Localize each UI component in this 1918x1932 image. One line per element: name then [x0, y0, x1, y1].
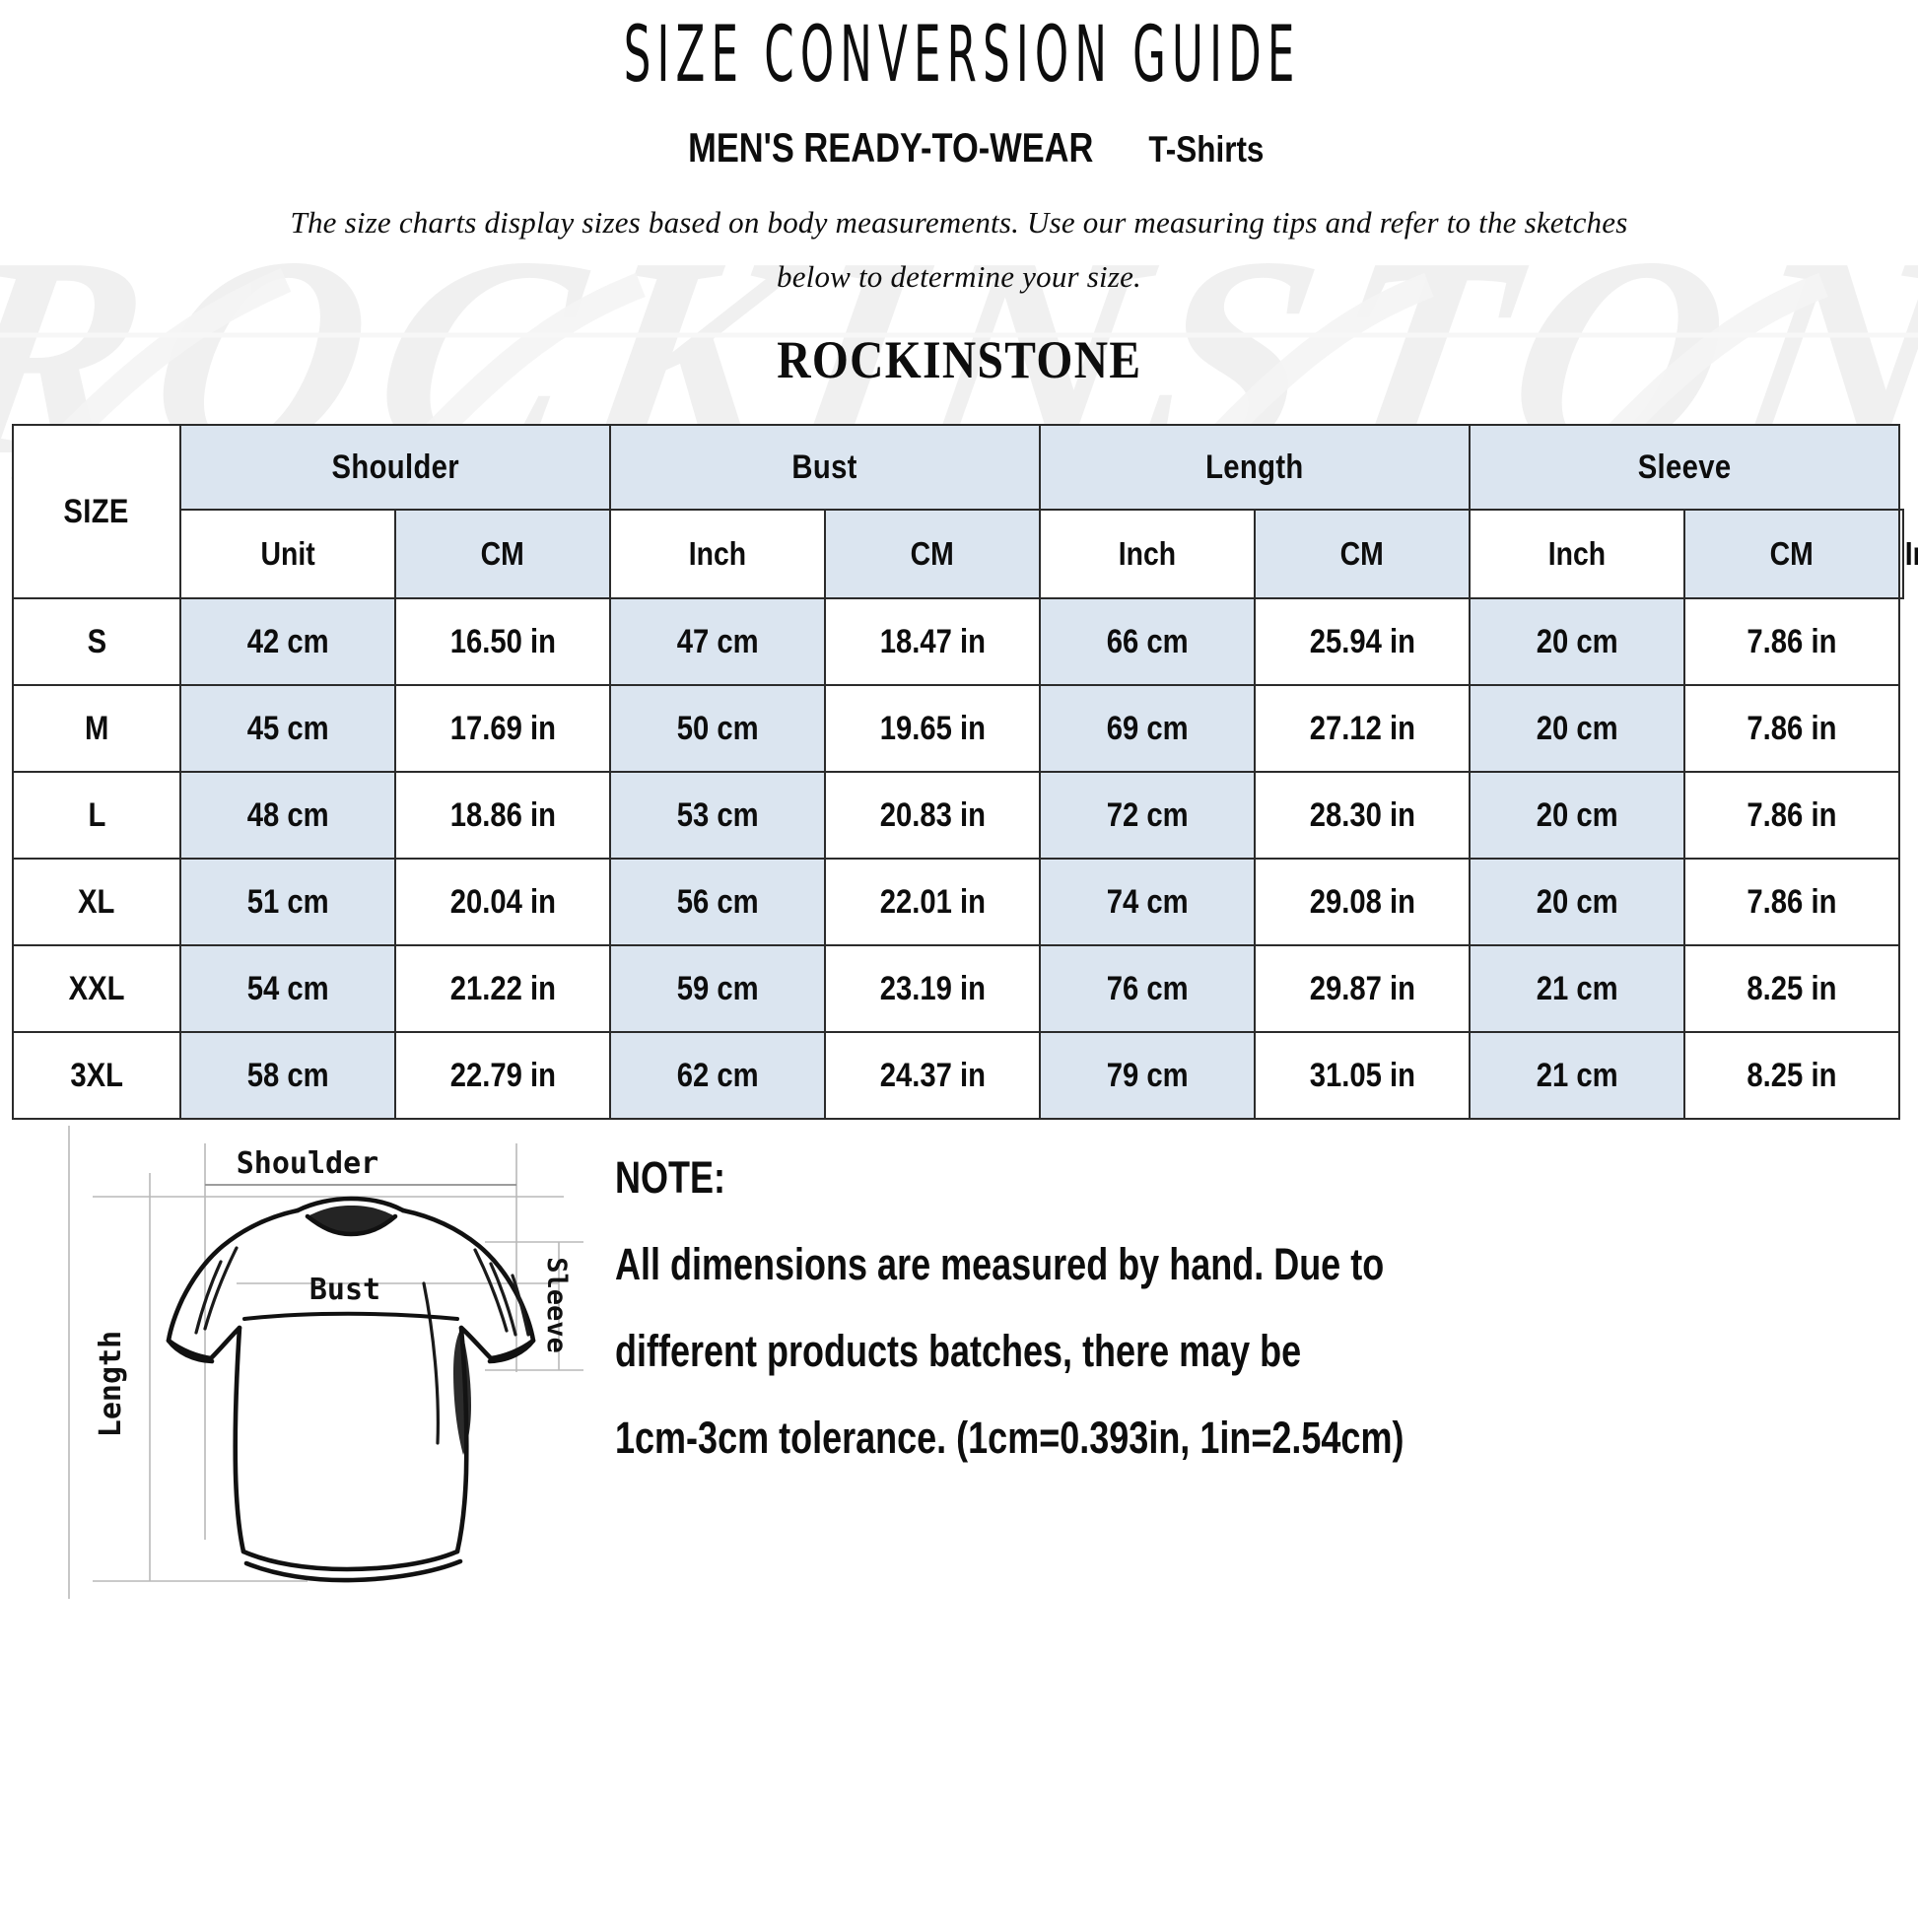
- sketch-label-length-text: Length: [94, 1331, 128, 1437]
- table-row: XXL 54 cm 21.22 in 59 cm 23.19 in 76 cm 29.87 …: [12, 944, 1903, 1034]
- note-line-2: different products batches, there may be: [615, 1326, 1302, 1377]
- tshirt-measurement-diagram: Shoulder: [12, 1126, 603, 1600]
- cell-measurement: 56 cm: [609, 858, 827, 947]
- cell-measurement: 76 cm: [1039, 944, 1257, 1034]
- cell-measurement: 21 cm: [1469, 1031, 1686, 1121]
- size-guide-page: SIZE CONVERSION GUIDE MEN'S READY-TO-WEA…: [0, 11, 1918, 1600]
- cell-measurement: 7.86 in: [1683, 597, 1901, 687]
- cell-measurement: 53 cm: [609, 771, 827, 861]
- cell-measurement: 17.69 in: [393, 684, 612, 774]
- table-row: XL 51 cm 20.04 in 56 cm 22.01 in 74 cm 29.08 i…: [12, 858, 1903, 947]
- unit-cell-length-inch: Inch: [1469, 509, 1686, 600]
- cell-measurement: 69 cm: [1039, 684, 1257, 774]
- description-line-1: The size charts display sizes based on b…: [290, 205, 1628, 241]
- cell-measurement: 20.04 in: [393, 858, 612, 947]
- unit-cell-shoulder-cm: CM: [393, 509, 612, 600]
- subtitle-product: T-Shirts: [1148, 129, 1265, 171]
- column-group-sleeve: Sleeve: [1469, 424, 1901, 512]
- cell-size: M: [12, 684, 181, 774]
- cell-measurement: 20 cm: [1469, 684, 1686, 774]
- cell-measurement: 47 cm: [609, 597, 827, 687]
- cell-measurement: 27.12 in: [1254, 684, 1472, 774]
- cell-measurement: 21.22 in: [393, 944, 612, 1034]
- cell-measurement: 22.01 in: [824, 858, 1042, 947]
- cell-measurement: 22.79 in: [393, 1031, 612, 1121]
- cell-measurement: 29.87 in: [1254, 944, 1472, 1034]
- column-group-shoulder: Shoulder: [178, 424, 612, 512]
- cell-measurement: 62 cm: [609, 1031, 827, 1121]
- size-chart-table: SIZE Shoulder Bust Length Sleeve Unit CM…: [12, 424, 1918, 1121]
- cell-measurement: 45 cm: [179, 684, 396, 774]
- cell-measurement: 48 cm: [179, 771, 396, 861]
- table-body: S 42 cm 16.50 in 47 cm 18.47 in 66 cm 25.94 in…: [12, 597, 1903, 1121]
- cell-measurement: 7.86 in: [1683, 858, 1901, 947]
- cell-measurement: 8.25 in: [1683, 1031, 1901, 1121]
- cell-measurement: 24.37 in: [824, 1031, 1042, 1121]
- cell-measurement: 18.47 in: [824, 597, 1042, 687]
- note-line-3: 1cm-3cm tolerance. (1cm=0.393in, 1in=2.5…: [615, 1413, 1404, 1464]
- cell-measurement: 29.08 in: [1254, 858, 1472, 947]
- table-unit-row: Unit CM Inch CM Inch CM Inch CM Inch: [13, 509, 1918, 600]
- note-title: NOTE:: [615, 1152, 725, 1204]
- cell-measurement: 18.86 in: [393, 771, 612, 861]
- cell-measurement: 79 cm: [1039, 1031, 1257, 1121]
- brand-name: ROCKINSTONE: [0, 329, 1918, 390]
- column-group-length: Length: [1039, 424, 1472, 512]
- cell-measurement: 31.05 in: [1254, 1031, 1472, 1121]
- cell-measurement: 8.25 in: [1683, 944, 1901, 1034]
- sketch-label-bust-text: Bust: [309, 1273, 380, 1307]
- unit-cell-length-cm: CM: [1254, 509, 1472, 600]
- cell-measurement: 20 cm: [1469, 597, 1686, 687]
- note-line-1: All dimensions are measured by hand. Due…: [615, 1239, 1385, 1290]
- table-header-row: SIZE Shoulder Bust Length Sleeve: [12, 424, 1903, 600]
- cell-measurement: 16.50 in: [393, 597, 612, 687]
- cell-measurement: 51 cm: [179, 858, 396, 947]
- cell-measurement: 50 cm: [609, 684, 827, 774]
- brand-name-text: ROCKINSTONE: [776, 330, 1142, 390]
- page-title: SIZE CONVERSION GUIDE: [623, 11, 1301, 100]
- cell-measurement: 59 cm: [609, 944, 827, 1034]
- cell-size: 3XL: [12, 1031, 181, 1121]
- cell-size: L: [12, 771, 181, 861]
- cell-measurement: 7.86 in: [1683, 771, 1901, 861]
- unit-cell-bust-inch: Inch: [1039, 509, 1257, 600]
- cell-measurement: 23.19 in: [824, 944, 1042, 1034]
- cell-measurement: 21 cm: [1469, 944, 1686, 1034]
- note-block: NOTE: All dimensions are measured by han…: [603, 1126, 1918, 1502]
- cell-measurement: 20.83 in: [824, 771, 1042, 861]
- unit-cell-sleeve-cm: CM: [1683, 509, 1901, 600]
- description-line-2: below to determine your size.: [777, 259, 1141, 295]
- cell-measurement: 42 cm: [179, 597, 396, 687]
- unit-cell-sleeve-inch: Inch: [1898, 509, 1918, 600]
- cell-size: XXL: [12, 944, 181, 1034]
- unit-cell-shoulder-inch: Inch: [609, 509, 827, 600]
- cell-measurement: 72 cm: [1039, 771, 1257, 861]
- column-header-size: SIZE: [12, 424, 181, 600]
- unit-cell-bust-cm: CM: [824, 509, 1042, 600]
- cell-measurement: 74 cm: [1039, 858, 1257, 947]
- sketch-label-shoulder-text: Shoulder: [237, 1146, 379, 1181]
- cell-measurement: 66 cm: [1039, 597, 1257, 687]
- column-group-bust: Bust: [609, 424, 1042, 512]
- bottom-section: Shoulder: [0, 1126, 1918, 1600]
- sketch-label-sleeve-text: Sleeve: [541, 1257, 572, 1353]
- subtitle: MEN'S READY-TO-WEAR T-Shirts: [0, 124, 1918, 172]
- cell-size: XL: [12, 858, 181, 947]
- subtitle-category: MEN'S READY-TO-WEAR: [688, 124, 1094, 172]
- cell-measurement: 7.86 in: [1683, 684, 1901, 774]
- cell-measurement: 58 cm: [179, 1031, 396, 1121]
- cell-measurement: 25.94 in: [1254, 597, 1472, 687]
- cell-measurement: 20 cm: [1469, 858, 1686, 947]
- cell-measurement: 28.30 in: [1254, 771, 1472, 861]
- table-row: 3XL 58 cm 22.79 in 62 cm 24.37 in 79 cm 31.05 …: [12, 1031, 1903, 1121]
- cell-size: S: [12, 597, 181, 687]
- table-row: L 48 cm 18.86 in 53 cm 20.83 in 72 cm 28.30 in…: [12, 771, 1903, 861]
- cell-measurement: 19.65 in: [824, 684, 1042, 774]
- table-row: M 45 cm 17.69 in 50 cm 19.65 in 69 cm 27.12 in…: [12, 684, 1903, 774]
- unit-cell-label: Unit: [179, 509, 396, 600]
- cell-measurement: 54 cm: [179, 944, 396, 1034]
- cell-measurement: 20 cm: [1469, 771, 1686, 861]
- table-row: S 42 cm 16.50 in 47 cm 18.47 in 66 cm 25.94 in…: [12, 597, 1903, 687]
